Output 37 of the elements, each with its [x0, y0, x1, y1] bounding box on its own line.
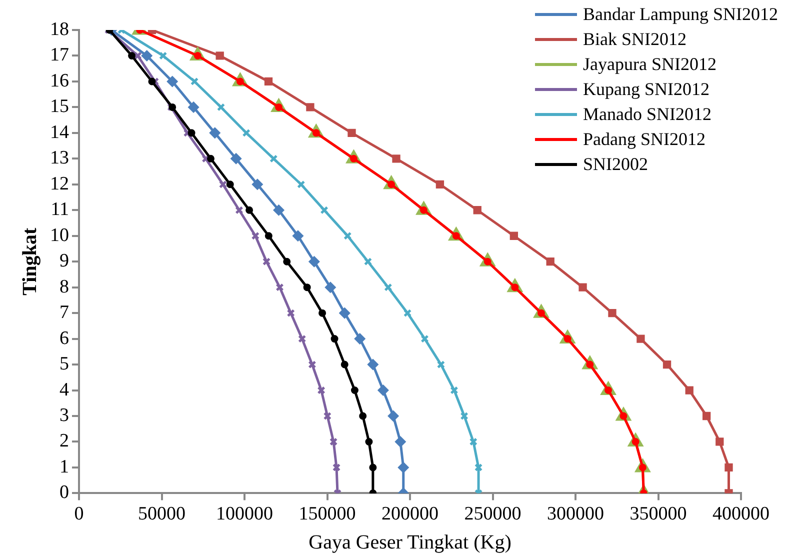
x-tick-label: 0 — [74, 504, 84, 525]
legend-label: Padang SNI2012 — [583, 128, 706, 151]
y-tick-label: 14 — [50, 122, 70, 143]
y-tick-label: 4 — [60, 379, 70, 400]
y-tick-label: 7 — [60, 302, 69, 324]
y-tick-label: 6 — [60, 328, 69, 349]
legend-label: Manado SNI2012 — [583, 103, 712, 126]
y-tick-label: 13 — [50, 148, 69, 169]
x-axis-title: Gaya Geser Tingkat (Kg) — [308, 531, 512, 554]
x-tick-label: 100000 — [216, 504, 273, 525]
x-tick-label: 50000 — [138, 504, 186, 525]
y-tick-label: 3 — [60, 404, 69, 426]
legend-label: Bandar Lampung SNI2012 — [583, 3, 778, 26]
y-tick-label: 9 — [60, 250, 69, 272]
y-tick-label: 11 — [50, 199, 69, 220]
y-axis-title: Tingkat — [19, 228, 42, 296]
x-tick-label: 250000 — [464, 504, 522, 525]
y-tick-label: 15 — [50, 96, 69, 118]
y-tick-label: 18 — [50, 18, 69, 40]
y-tick-label: 12 — [50, 173, 69, 194]
y-tick-label: 10 — [50, 224, 69, 246]
y-tick-label: 16 — [50, 70, 69, 92]
x-tick-label: 200000 — [382, 504, 438, 525]
y-tick-label: 5 — [60, 354, 69, 375]
x-tick-label: 400000 — [712, 504, 770, 525]
x-tick-label: 150000 — [298, 504, 356, 525]
y-tick-label: 8 — [60, 276, 69, 298]
y-tick-label: 1 — [60, 456, 69, 478]
x-tick-label: 300000 — [547, 504, 604, 525]
legend-label: Biak SNI2012 — [583, 28, 687, 51]
x-tick-label: 350000 — [630, 504, 687, 525]
legend-label: SNI2002 — [583, 153, 648, 176]
legend-label: Kupang SNI2012 — [583, 78, 710, 101]
y-tick-label: 2 — [60, 430, 69, 452]
y-tick-label: 17 — [50, 44, 69, 66]
y-tick-label: 0 — [60, 482, 69, 504]
legend-label: Jayapura SNI2012 — [583, 53, 717, 76]
